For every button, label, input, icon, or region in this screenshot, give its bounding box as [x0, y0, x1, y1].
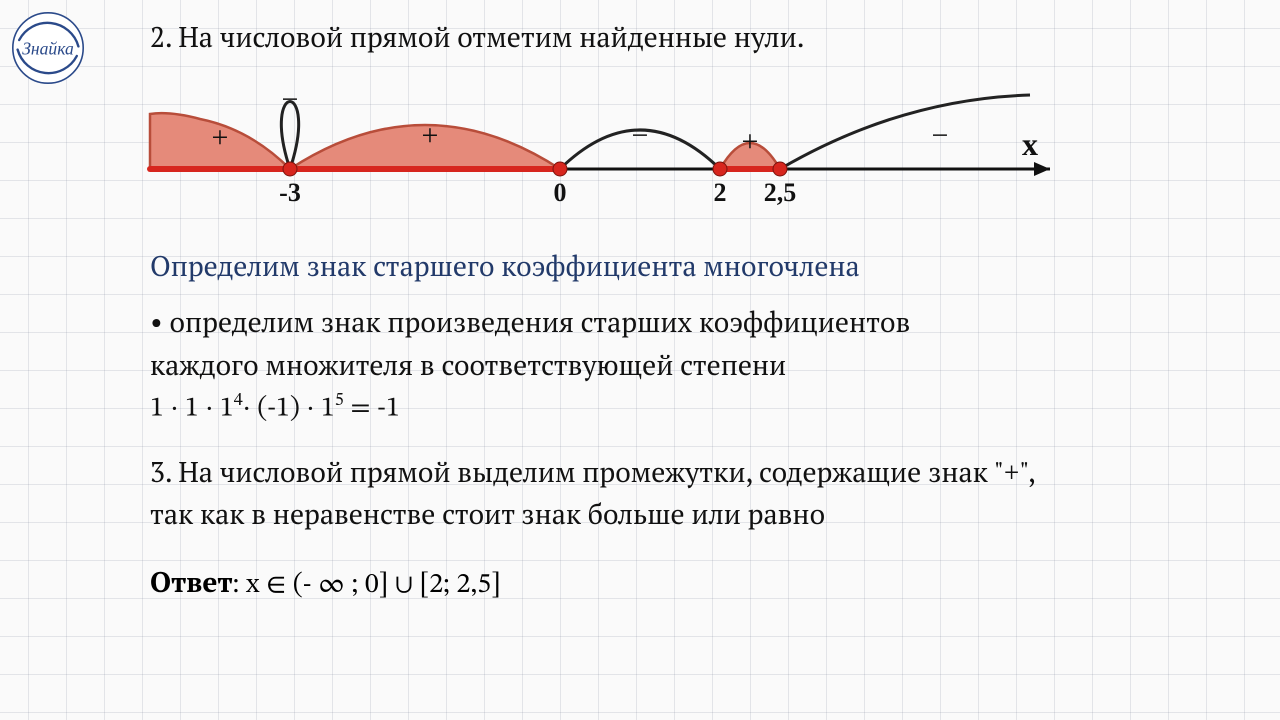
svg-text:+: + — [212, 121, 229, 154]
svg-text:x: x — [1022, 126, 1038, 162]
svg-text:−: − — [932, 119, 949, 152]
blue-heading: Определим знак старшего коэффициента мно… — [150, 248, 1240, 285]
svg-text:0: 0 — [554, 178, 567, 207]
content-area: 2. На числовой прямой отметим найденные … — [150, 20, 1240, 603]
svg-text:2,5: 2,5 — [764, 178, 797, 207]
formula-c: = -1 — [344, 395, 400, 423]
step3-block: 3. На числовой прямой выделим промежутки… — [150, 455, 1240, 534]
number-line-diagram: -3022,5+−+−+−x — [130, 74, 1240, 234]
step3-line-1: 3. На числовой прямой выделим промежутки… — [150, 455, 1240, 491]
bullet-line-2: каждого множителя в соответствующей степ… — [150, 348, 1240, 384]
svg-text:−: − — [282, 83, 299, 116]
step3-line-2: так как в неравенстве стоит знак больше … — [150, 497, 1240, 533]
step2-title: 2. На числовой прямой отметим найденные … — [150, 20, 1240, 56]
logo: Знайка — [8, 8, 88, 88]
logo-text: Знайка — [22, 38, 74, 58]
answer-row: Ответ: x ∈ (- ∞ ; 0] ∪ [2; 2,5] — [150, 564, 1240, 603]
svg-text:-3: -3 — [279, 178, 301, 207]
answer-label: Ответ — [150, 564, 233, 601]
svg-text:−: − — [632, 119, 649, 152]
bullet-block: • определим знак произведения старших ко… — [150, 305, 1240, 427]
formula: 1 · 1 · 14· (-1) · 15 = -1 — [150, 390, 1240, 427]
formula-exp2: 5 — [335, 392, 344, 410]
answer-value: : x ∈ (- ∞ ; 0] ∪ [2; 2,5] — [233, 571, 501, 599]
formula-exp1: 4 — [234, 392, 243, 410]
formula-b: · (-1) · 1 — [243, 395, 335, 423]
svg-text:2: 2 — [714, 178, 727, 207]
bullet-line-1: • определим знак произведения старших ко… — [150, 305, 1240, 341]
svg-text:+: + — [422, 119, 439, 152]
formula-a: 1 · 1 · 1 — [150, 395, 234, 423]
svg-text:+: + — [742, 125, 759, 158]
